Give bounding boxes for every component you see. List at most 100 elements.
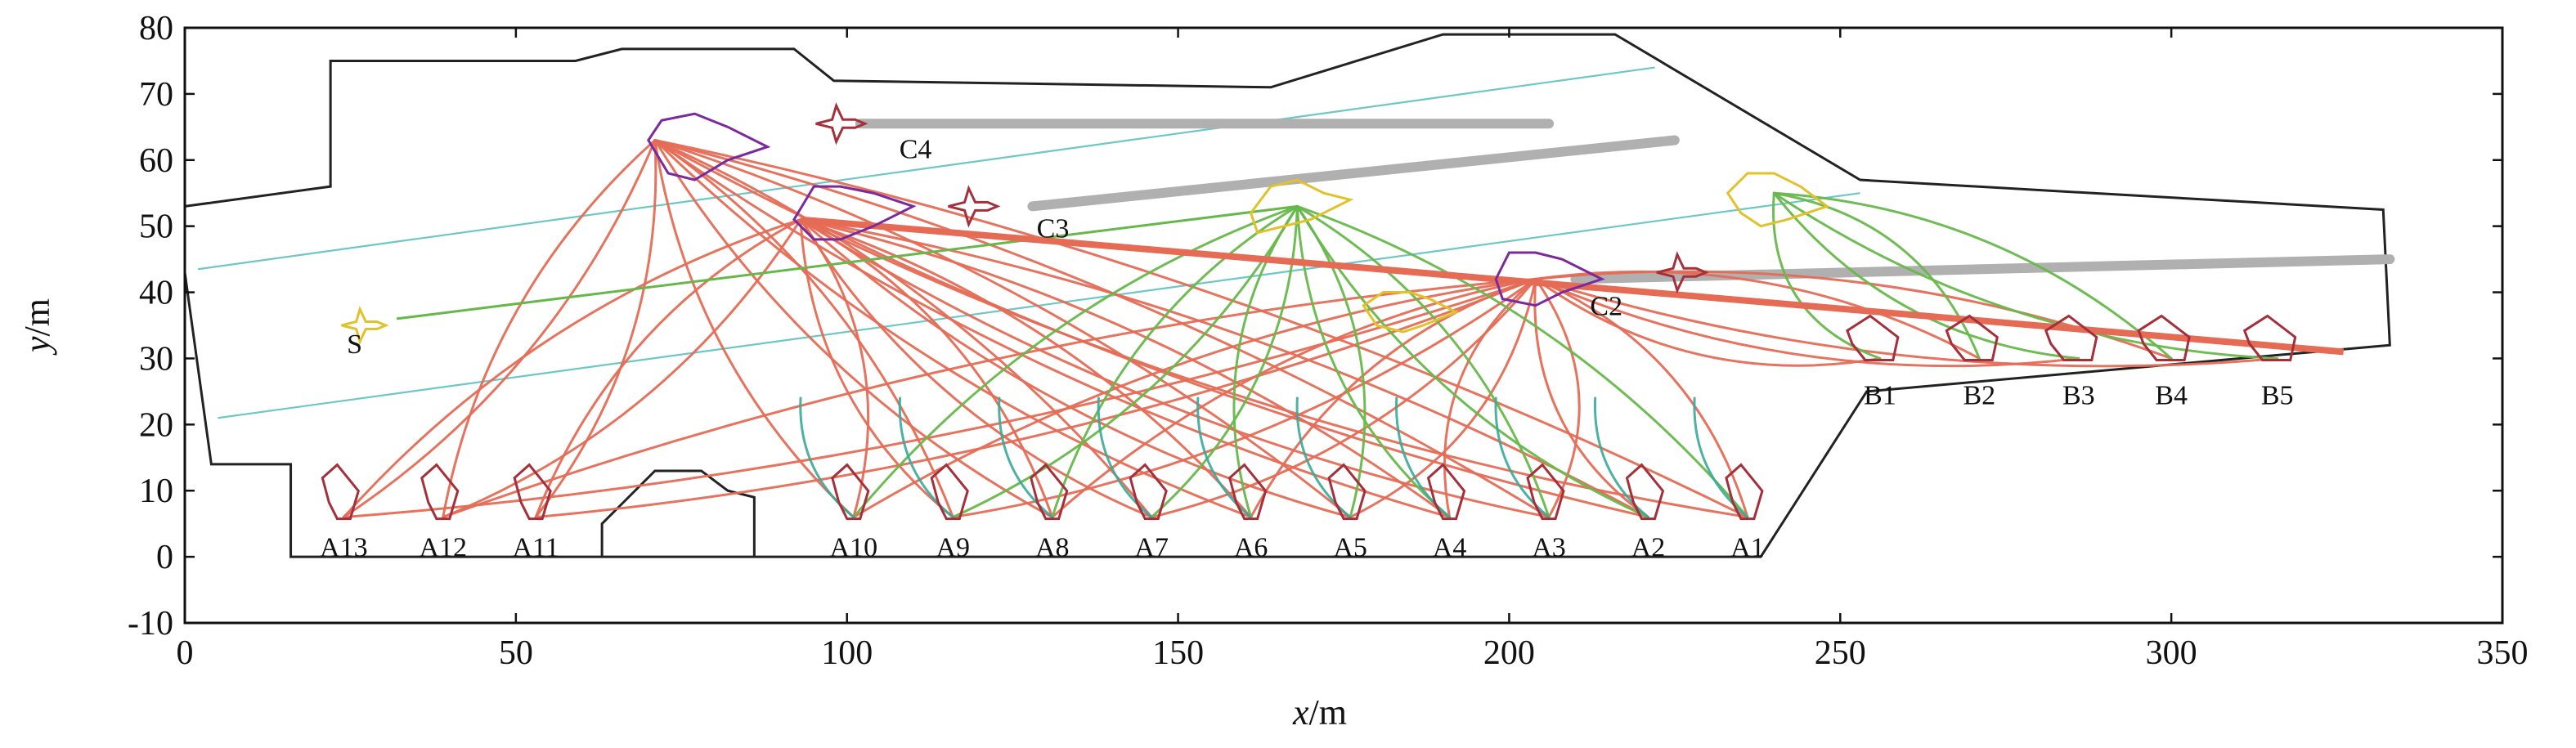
aircraft-c4	[815, 102, 868, 146]
red-path-c3-A2	[799, 218, 1649, 519]
red-path-c4-A1	[653, 139, 1749, 519]
axes-layer: 0 50 100 150 200 250 300 350-100102030405060708…	[128, 10, 2529, 672]
heavy-red-path	[800, 216, 2345, 356]
red-path-c2-A6	[1250, 277, 1537, 519]
label-C3: C3	[1037, 213, 1070, 244]
red-path-c2-A9	[951, 277, 1537, 519]
label-B2: B2	[1963, 380, 1995, 410]
red-path-c4-A8	[653, 139, 1054, 519]
red-path-c4-A12	[442, 139, 657, 519]
parking-B4	[2137, 314, 2191, 361]
parking-A11	[513, 463, 552, 521]
label-A6: A6	[1234, 533, 1268, 563]
green-path-y2-B4	[1772, 191, 2173, 360]
red-path-c2-A3	[1534, 277, 1581, 519]
red-path-c2-A8	[1051, 277, 1537, 519]
red-path-c2-A4	[1443, 277, 1537, 519]
y-tick-label-0: 0	[156, 539, 173, 576]
parking-A12	[420, 463, 460, 521]
x-tick-label-300: 300	[2146, 634, 2197, 672]
y-tick-label-80: 80	[139, 10, 173, 47]
parking-B5	[2242, 314, 2297, 361]
x-tick-label-350: 350	[2477, 634, 2529, 672]
red-path-c4-A10	[653, 139, 855, 519]
green-path-y1-A1	[1295, 204, 1749, 519]
red-path-c4-A9	[653, 139, 954, 519]
red-path-c2-A7	[1150, 277, 1537, 519]
green-path-y1-A7	[1150, 204, 1299, 519]
yellow-marker-y2	[1726, 172, 1830, 228]
green-path-y1-A4	[1295, 204, 1452, 519]
label-C4: C4	[900, 134, 932, 164]
green-path-y2-B2	[1772, 191, 1981, 360]
guide-line-1	[198, 66, 1655, 271]
y-tick-label-10: 10	[139, 473, 173, 510]
red-path-c2-B3	[1534, 277, 2080, 368]
parking-A7	[1129, 463, 1168, 521]
label-B3: B3	[2062, 380, 2095, 410]
green-path-s	[396, 204, 1298, 320]
plot-frame	[183, 26, 2504, 625]
label-A2: A2	[1631, 533, 1666, 563]
label-A13: A13	[320, 533, 368, 563]
y-axis-label-unit: /m	[17, 298, 57, 336]
red-path-c2-B1	[1534, 277, 1882, 367]
x-tick-label-250: 250	[1815, 634, 1866, 672]
label-A4: A4	[1433, 533, 1467, 563]
parking-B1	[1846, 314, 1900, 361]
y-tick-label-20: 20	[139, 406, 173, 444]
parking-B3	[2044, 314, 2098, 361]
label-A8: A8	[1035, 533, 1070, 563]
parking-A8	[1030, 463, 1069, 521]
aircraft-s	[341, 305, 389, 346]
label-B4: B4	[2155, 380, 2188, 410]
y-tick-label-60: 60	[139, 142, 173, 180]
parking-A1	[1725, 463, 1764, 521]
x-tick-label-100: 100	[821, 634, 873, 672]
red-path-c3-A4	[799, 218, 1452, 519]
deck-outline	[183, 33, 2391, 558]
red-path-c4-A11	[534, 139, 657, 519]
parking-A3	[1526, 463, 1565, 521]
label-A12: A12	[420, 533, 468, 563]
label-A10: A10	[830, 533, 878, 563]
y-tick-label-40: 40	[139, 275, 173, 312]
label-B5: B5	[2261, 380, 2294, 410]
label-C2: C2	[1590, 291, 1622, 321]
purple-marker-c2	[1494, 251, 1605, 307]
label-A5: A5	[1333, 533, 1367, 563]
marker-layer	[321, 102, 2297, 521]
aircraft-c2	[1656, 251, 1709, 294]
red-path-c4-A4	[653, 139, 1452, 519]
label-A9: A9	[936, 533, 970, 563]
parking-A10	[831, 463, 870, 521]
x-axis-label: x/m	[1292, 692, 1347, 732]
deck-layer	[183, 33, 2391, 558]
hangar-outline	[600, 469, 756, 558]
red-path-c2-A12	[442, 277, 1537, 519]
green-path-y2-B5	[1772, 191, 2279, 360]
x-axis-label-var: x	[1292, 692, 1309, 732]
y-tick-label-30: 30	[139, 340, 173, 378]
label-A3: A3	[1532, 533, 1566, 563]
purple-marker-c4	[647, 112, 771, 181]
y-tick-label-50: 50	[139, 208, 173, 246]
label-B1: B1	[1864, 380, 1896, 410]
parking-B2	[1945, 314, 1999, 361]
purple-marker-c3	[792, 185, 917, 241]
red-path-c3-A1	[799, 218, 1749, 519]
x-tick-label-0: 0	[177, 634, 194, 672]
red-path-c3-A13	[342, 218, 802, 519]
yellow-marker-mid	[1362, 291, 1460, 334]
x-tick-label-50: 50	[499, 634, 533, 672]
parking-A2	[1625, 463, 1665, 521]
runway-2	[1027, 135, 1680, 212]
y-tick-label-70: 70	[139, 76, 173, 114]
red-path-c3-A5	[799, 218, 1352, 519]
red-path-c2-A13	[342, 277, 1537, 519]
red-path-c3-A3	[799, 218, 1551, 519]
x-tick-label-150: 150	[1152, 634, 1204, 672]
label-A7: A7	[1134, 533, 1169, 563]
red-path-c4-A2	[653, 139, 1649, 519]
